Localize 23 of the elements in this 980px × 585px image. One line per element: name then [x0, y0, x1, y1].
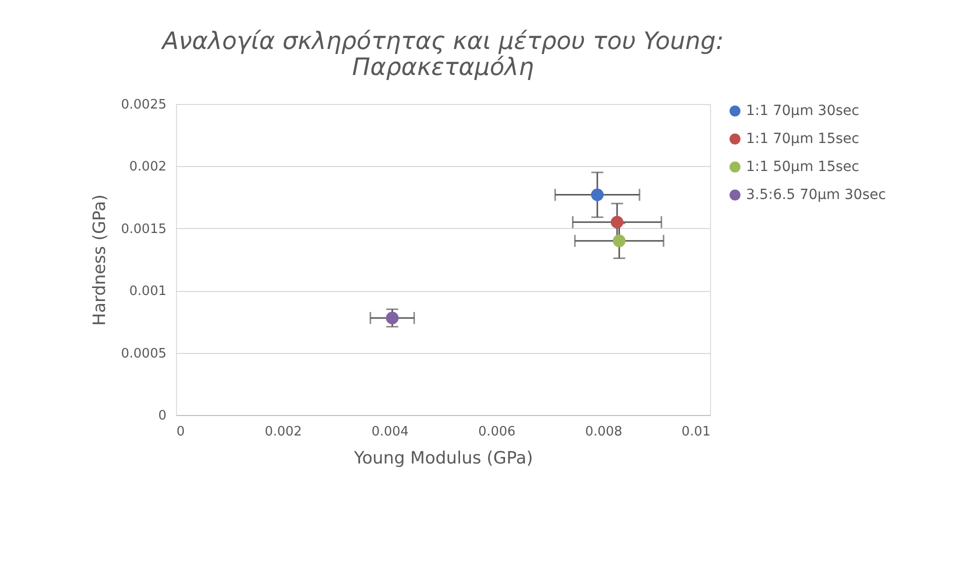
- y-axis-title: Hardness (GPa): [90, 194, 110, 326]
- x-tick-label: 0.004: [371, 424, 409, 440]
- point: [610, 216, 624, 228]
- x-tick-label: 0.008: [585, 424, 622, 440]
- y-tick-label: 0.002: [129, 160, 166, 175]
- point: [612, 234, 626, 248]
- y-tick-label: 0: [158, 408, 166, 424]
- x-tick-label: 0.006: [478, 424, 516, 440]
- x-tick-label: 0.01: [682, 424, 710, 440]
- y-tick-label: 0.0015: [121, 222, 166, 237]
- y-tick-label: 0.0025: [121, 98, 166, 112]
- legend-label: 1:1 50μm 15sec: [746, 159, 860, 175]
- legend-label: 3.5:6.5 70μm 30sec: [746, 187, 886, 203]
- x-tick-label: 0.002: [264, 424, 302, 440]
- legend-label: 1:1 70μm 15sec: [746, 131, 860, 147]
- point: [386, 312, 399, 324]
- x-tick-label: 0: [176, 424, 185, 440]
- y-tick-label: 0.0005: [121, 346, 166, 362]
- legend-label: 1:1 70μm 30sec: [746, 103, 860, 119]
- y-tick-label: 0.001: [129, 284, 166, 300]
- x-axis-title: Young Modulus (GPa): [352, 448, 534, 468]
- chart-title: Αναλογία σκληρότητας και μέτρου του Young: Παρακεταμόλη: [160, 27, 724, 81]
- point: [591, 188, 604, 202]
